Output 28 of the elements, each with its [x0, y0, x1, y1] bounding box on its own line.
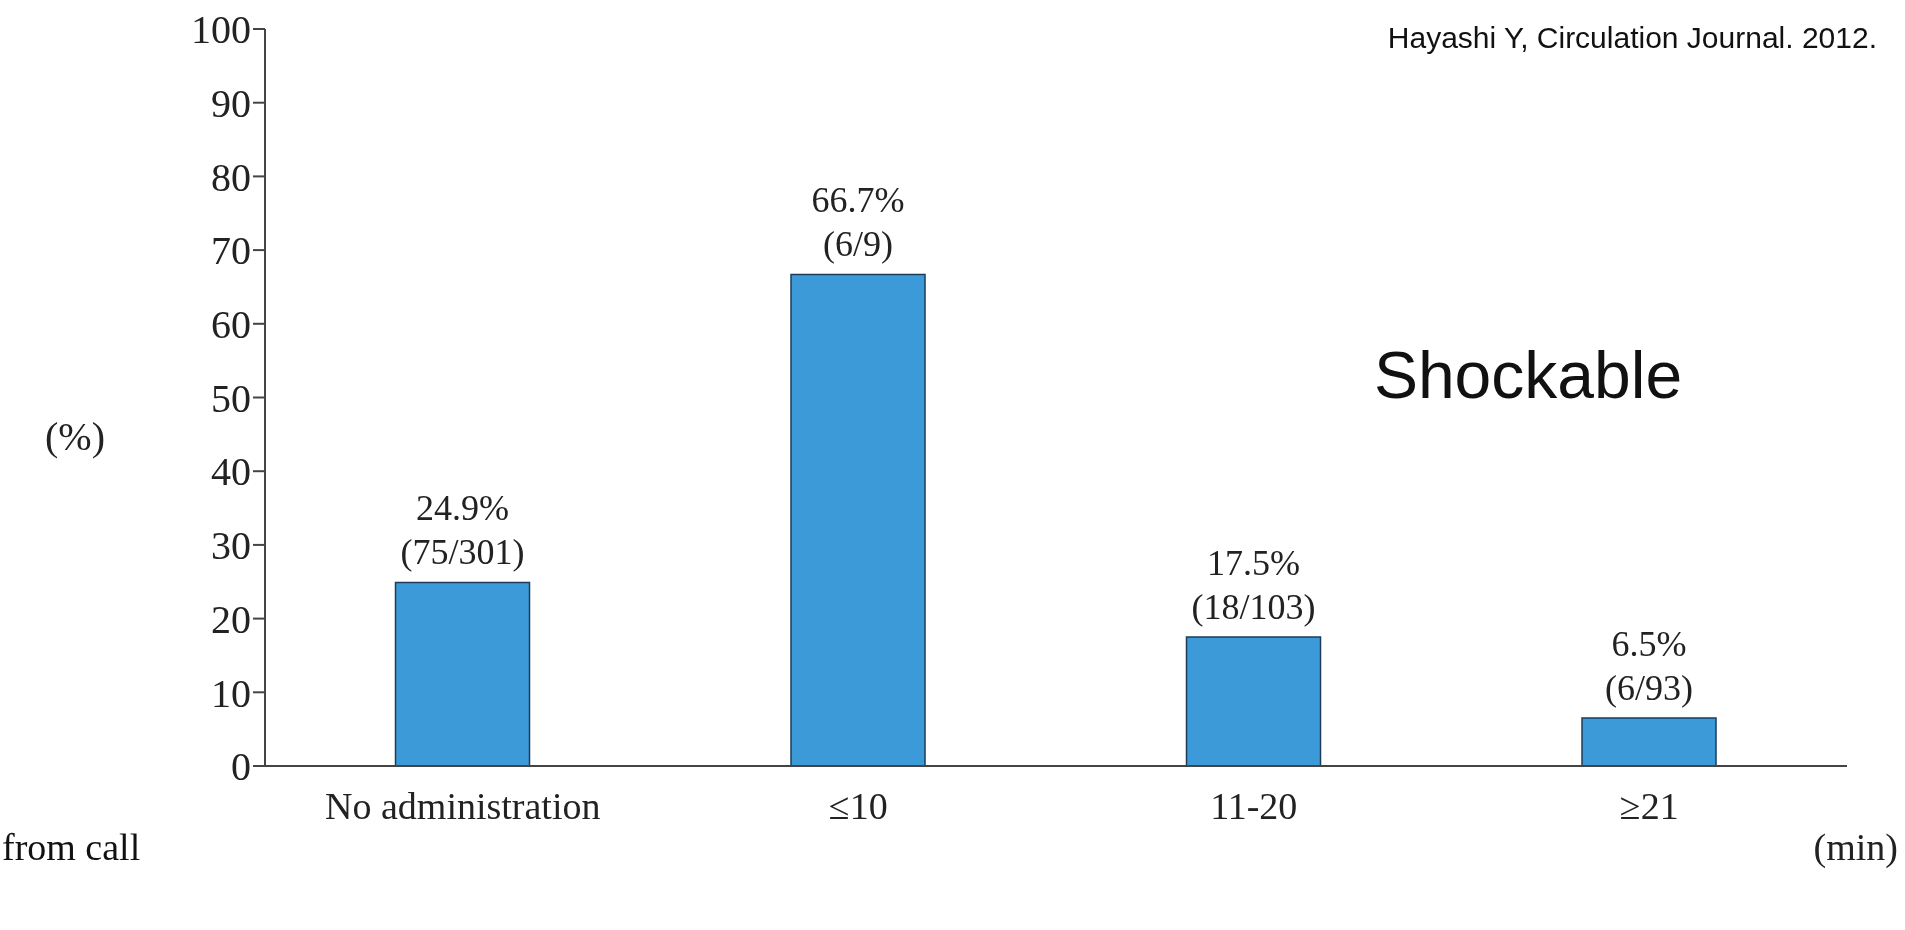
y-tick-label: 70	[211, 228, 251, 274]
bar	[394, 581, 531, 766]
bar	[1185, 636, 1322, 766]
y-tick-label: 80	[211, 154, 251, 200]
annotation: Shockable	[1373, 338, 1683, 412]
y-tick-label: 20	[211, 596, 251, 642]
y-tick-label: 10	[211, 670, 251, 716]
text: from call	[2, 826, 141, 868]
y-axis-title: (%)	[45, 414, 105, 459]
bar	[1581, 717, 1717, 766]
y-tick-label: 100	[191, 7, 251, 53]
y-tick-label: 60	[211, 302, 251, 347]
annotation: Hayashi Y, Circulation Journal. 2012.	[1387, 21, 1877, 54]
x-tick-label: 11-20	[1210, 784, 1298, 827]
y-tick-label: 90	[211, 80, 251, 126]
data-label: 6.5% (6/93)	[1605, 624, 1694, 709]
x-tick-label: No administration	[325, 784, 601, 827]
bar	[790, 273, 926, 766]
data-label: 24.9% (75/301)	[400, 488, 525, 573]
y-tick-label: 30	[211, 523, 251, 569]
y-tick-label: 50	[211, 375, 251, 421]
x-tick-label: ≥21	[1619, 784, 1679, 827]
x-axis-title: (min)	[1813, 826, 1898, 869]
data-label: 17.5% (18/103)	[1191, 543, 1316, 628]
y-tick-label: 40	[211, 449, 251, 495]
y-tick-label: 0	[231, 744, 251, 790]
data-label: 66.7% (6/9)	[811, 180, 905, 265]
x-tick-label: ≤10	[828, 784, 888, 827]
